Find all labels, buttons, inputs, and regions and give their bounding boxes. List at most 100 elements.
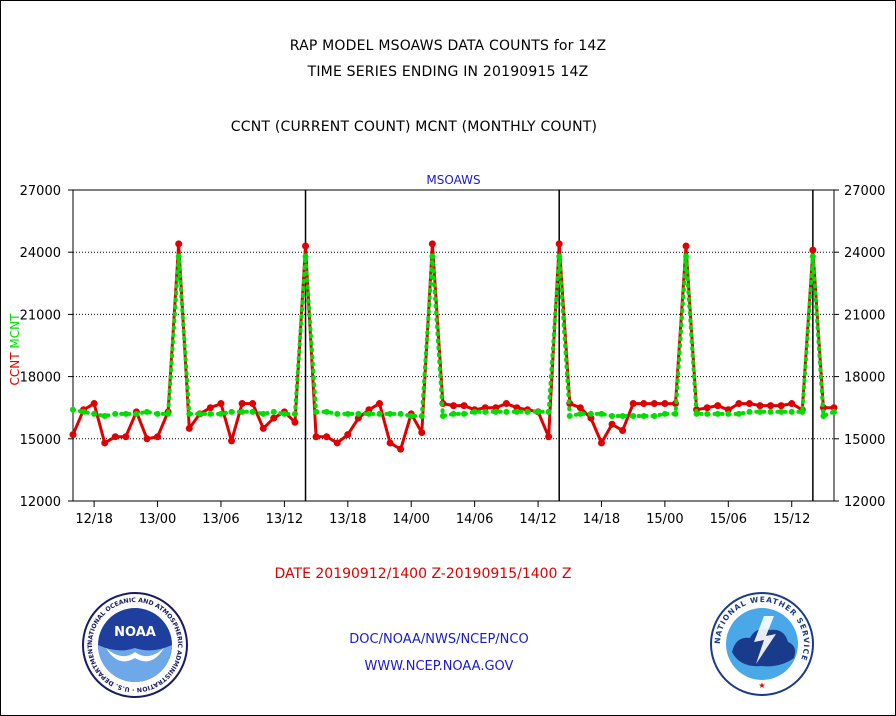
x-tick-label: 13/00 bbox=[139, 512, 176, 527]
data-point-mcnt bbox=[587, 410, 594, 417]
data-point-mcnt bbox=[101, 412, 108, 419]
data-point-ccnt bbox=[450, 402, 457, 410]
data-point-mcnt bbox=[281, 410, 288, 417]
data-point-mcnt bbox=[217, 410, 224, 417]
svg-text:★: ★ bbox=[758, 681, 765, 690]
y-tick-label-left: 24000 bbox=[20, 246, 61, 261]
data-point-ccnt bbox=[397, 445, 405, 453]
data-point-mcnt bbox=[746, 408, 753, 415]
data-point-ccnt bbox=[555, 240, 563, 248]
data-point-ccnt bbox=[597, 439, 605, 447]
y-tick-label-left: 27000 bbox=[20, 184, 61, 199]
data-point-mcnt bbox=[133, 410, 140, 417]
data-point-ccnt bbox=[714, 402, 722, 410]
data-point-ccnt bbox=[788, 400, 796, 408]
x-tick-label: 14/06 bbox=[456, 512, 493, 527]
data-point-ccnt bbox=[69, 431, 77, 439]
x-tick-label: 15/06 bbox=[710, 512, 747, 527]
data-point-mcnt bbox=[545, 408, 552, 415]
data-point-mcnt bbox=[482, 408, 489, 415]
data-point-ccnt bbox=[418, 429, 426, 437]
data-point-mcnt bbox=[376, 410, 383, 417]
data-point-ccnt bbox=[175, 240, 183, 248]
y-tick-label-left: 12000 bbox=[20, 495, 61, 510]
data-point-ccnt bbox=[767, 402, 775, 410]
data-point-ccnt bbox=[386, 439, 394, 447]
data-point-ccnt bbox=[259, 424, 267, 432]
data-point-ccnt bbox=[608, 420, 616, 428]
y-tick-label-left: 18000 bbox=[20, 371, 61, 386]
line-chart: MSOAWS 12000 12000 15000 15000 18000 18000 2100… bbox=[8, 173, 885, 527]
data-point-mcnt bbox=[693, 410, 700, 417]
data-point-mcnt bbox=[809, 253, 816, 260]
data-point-mcnt bbox=[757, 408, 764, 415]
data-point-ccnt bbox=[90, 400, 98, 408]
data-point-ccnt bbox=[154, 433, 162, 441]
data-point-mcnt bbox=[630, 412, 637, 419]
series-description: CCNT (CURRENT COUNT) MCNT (MONTHLY COUNT… bbox=[230, 119, 598, 135]
data-point-ccnt bbox=[809, 246, 817, 254]
series-line-mcnt bbox=[71, 256, 836, 419]
y-tick-label-right: 21000 bbox=[844, 308, 885, 323]
data-point-mcnt bbox=[408, 412, 415, 419]
x-tick-label: 15/00 bbox=[646, 512, 683, 527]
data-point-mcnt bbox=[112, 410, 119, 417]
data-point-mcnt bbox=[799, 408, 806, 415]
data-point-mcnt bbox=[270, 408, 277, 415]
y-tick-label-right: 24000 bbox=[844, 246, 885, 261]
data-point-mcnt bbox=[91, 410, 98, 417]
data-point-mcnt bbox=[186, 410, 193, 417]
data-point-ccnt bbox=[111, 433, 119, 441]
data-point-mcnt bbox=[619, 412, 626, 419]
page-subtitle: TIME SERIES ENDING IN 20190915 14Z bbox=[307, 64, 589, 80]
data-point-mcnt bbox=[344, 410, 351, 417]
y-tick-label-right: 12000 bbox=[844, 495, 885, 510]
data-point-ccnt bbox=[619, 427, 627, 435]
data-point-mcnt bbox=[577, 410, 584, 417]
chart-title: MSOAWS bbox=[426, 173, 480, 187]
data-point-mcnt bbox=[260, 410, 267, 417]
data-point-ccnt bbox=[323, 433, 331, 441]
data-point-mcnt bbox=[207, 410, 214, 417]
data-point-mcnt bbox=[820, 412, 827, 419]
x-tick-label: 14/12 bbox=[519, 512, 556, 527]
noaa-logo-text: NOAA bbox=[114, 625, 156, 640]
data-point-mcnt bbox=[397, 410, 404, 417]
data-point-mcnt bbox=[524, 408, 531, 415]
data-point-mcnt bbox=[355, 410, 362, 417]
data-point-mcnt bbox=[365, 410, 372, 417]
nws-logo-icon: ★ NATIONAL WEATHER SERVICE bbox=[710, 592, 814, 696]
data-point-mcnt bbox=[566, 412, 573, 419]
data-point-ccnt bbox=[576, 404, 584, 412]
y-axis-label-part: MCNT bbox=[8, 313, 22, 353]
y-tick-label-right: 18000 bbox=[844, 371, 885, 386]
data-point-ccnt bbox=[270, 414, 278, 422]
data-point-mcnt bbox=[778, 408, 785, 415]
data-point-ccnt bbox=[661, 400, 669, 408]
website-link[interactable]: WWW.NCEP.NOAA.GOV bbox=[364, 659, 514, 674]
data-point-mcnt bbox=[609, 412, 616, 419]
data-point-ccnt bbox=[502, 400, 510, 408]
data-point-mcnt bbox=[387, 410, 394, 417]
plot-area bbox=[72, 189, 835, 502]
data-point-ccnt bbox=[650, 400, 658, 408]
x-tick-label: 13/06 bbox=[202, 512, 239, 527]
data-point-mcnt bbox=[80, 408, 87, 415]
data-point-ccnt bbox=[376, 400, 384, 408]
y-tick-label-right: 15000 bbox=[844, 433, 885, 448]
data-point-mcnt bbox=[704, 410, 711, 417]
data-point-mcnt bbox=[640, 412, 647, 419]
data-point-mcnt bbox=[735, 410, 742, 417]
y-axis-label: CCNT MCNT bbox=[8, 313, 22, 386]
data-point-mcnt bbox=[598, 410, 605, 417]
data-point-mcnt bbox=[461, 410, 468, 417]
x-tick-label: 15/12 bbox=[773, 512, 810, 527]
data-point-mcnt bbox=[661, 410, 668, 417]
data-point-ccnt bbox=[460, 402, 468, 410]
data-point-ccnt bbox=[291, 418, 299, 426]
data-point-mcnt bbox=[291, 410, 298, 417]
data-point-ccnt bbox=[629, 400, 637, 408]
data-point-ccnt bbox=[756, 402, 764, 410]
data-point-mcnt bbox=[143, 408, 150, 415]
y-tick-label-left: 15000 bbox=[20, 433, 61, 448]
